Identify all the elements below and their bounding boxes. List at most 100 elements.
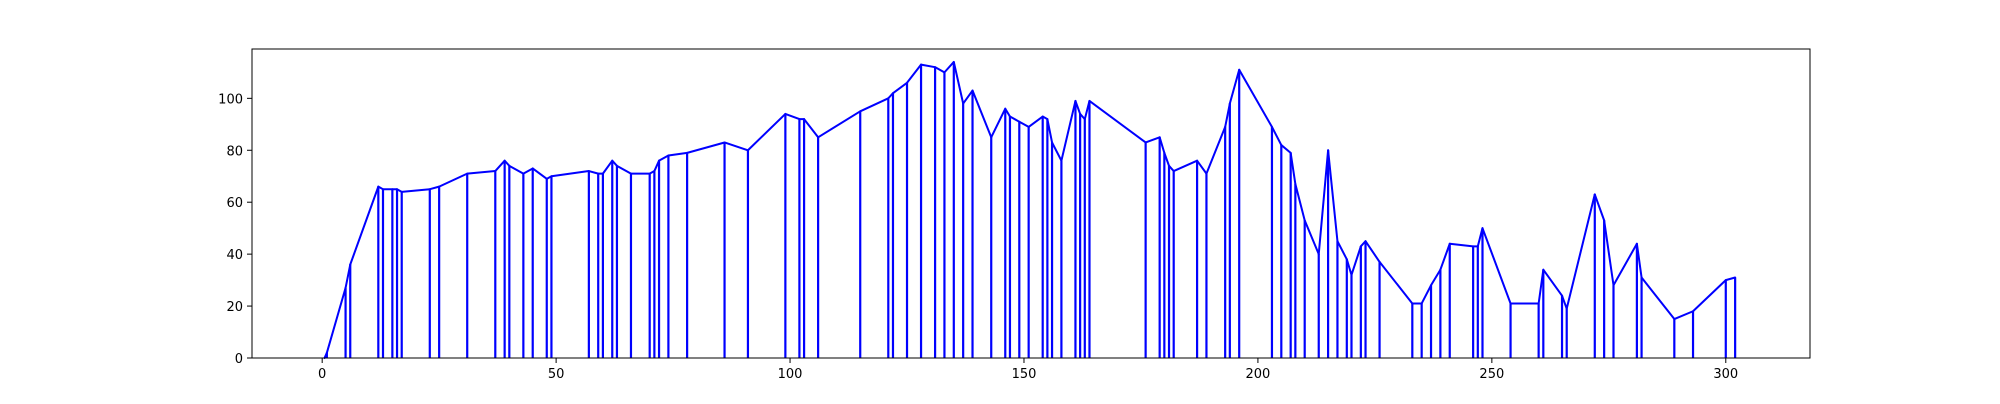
line-segment-13: [503, 159, 511, 167]
y-tick-label: 60: [226, 196, 243, 211]
line-segment-61: [1163, 151, 1171, 167]
line-segment-15: [522, 167, 534, 175]
series-layer: [323, 60, 1737, 359]
line-segment-66: [1224, 102, 1231, 128]
line-segment-40: [920, 63, 937, 69]
line-segment-30: [723, 141, 749, 152]
line-segment-34: [803, 118, 820, 139]
line-segment-41: [934, 66, 946, 74]
y-tick-label: 100: [218, 92, 243, 107]
x-tick-label: 50: [548, 367, 565, 382]
line-segment-64: [1196, 159, 1208, 175]
line-segment-73: [1303, 219, 1320, 256]
line-segment-58: [1088, 99, 1147, 144]
axes-layer: 0 50 100 150 200 250 300 0 20 40 60 80 100: [218, 48, 1811, 382]
line-segment-2: [344, 263, 352, 289]
line-segment-59: [1144, 136, 1161, 144]
line-segment-29: [686, 141, 726, 154]
line-segment-60: [1158, 136, 1166, 154]
line-segment-101: [1692, 279, 1727, 313]
line-segment-72: [1294, 183, 1306, 222]
line-segment-14: [508, 164, 525, 175]
line-segment-52: [1046, 118, 1054, 144]
x-tick-label: 300: [1713, 367, 1738, 382]
line-segment-81: [1378, 260, 1414, 305]
line-segment-39: [906, 63, 923, 84]
line-segment-38: [891, 81, 909, 95]
line-segment-92: [1542, 268, 1564, 297]
line-segment-57: [1083, 99, 1091, 121]
line-segment-80: [1364, 240, 1381, 263]
line-segment-19: [587, 170, 600, 175]
line-segment-12: [494, 159, 506, 173]
line-segment-100: [1673, 310, 1695, 321]
line-segment-43: [952, 60, 965, 105]
line-segment-68: [1238, 68, 1273, 128]
line-segment-85: [1439, 242, 1451, 271]
line-segment-55: [1074, 99, 1082, 115]
y-tick-label: 40: [226, 248, 243, 263]
line-segment-46: [990, 107, 1007, 139]
line-segment-89: [1481, 227, 1512, 305]
x-tick-label: 0: [318, 367, 326, 382]
line-segment-86: [1448, 242, 1475, 248]
line-segment-35: [817, 110, 862, 139]
line-segment-75: [1327, 149, 1339, 243]
plot-frame: [251, 48, 1811, 359]
line-segment-62: [1168, 164, 1175, 173]
line-segment-45: [971, 89, 993, 139]
line-segment-44: [962, 89, 974, 105]
line-segment-42: [943, 60, 955, 74]
line-segment-28: [667, 151, 689, 157]
line-segment-3: [349, 185, 380, 266]
y-tick-label: 0: [235, 352, 243, 367]
line-segment-74: [1317, 149, 1330, 256]
x-tick-label: 100: [778, 367, 803, 382]
line-segment-50: [1027, 115, 1044, 128]
line-segment-84: [1430, 268, 1442, 287]
y-tick-label: 20: [226, 300, 243, 315]
line-segment-53: [1051, 141, 1063, 162]
line-segment-21: [601, 159, 614, 175]
line-segment-83: [1420, 284, 1433, 305]
line-segment-63: [1172, 159, 1199, 173]
line-segment-79: [1359, 240, 1367, 248]
line-segment-48: [1008, 115, 1021, 123]
line-segment-37: [887, 92, 894, 100]
line-segment-1: [325, 286, 347, 354]
line-segment-65: [1205, 125, 1227, 175]
line-segment-9: [428, 185, 441, 191]
line-segment-32: [784, 112, 801, 121]
line-segment-49: [1018, 120, 1030, 128]
line-segment-11: [466, 170, 497, 175]
line-segment-27: [658, 154, 670, 162]
line-segment-31: [746, 112, 787, 152]
x-tick-label: 250: [1479, 367, 1504, 382]
line-segment-98: [1635, 242, 1643, 279]
line-segment-70: [1280, 144, 1292, 154]
line-segment-99: [1640, 276, 1676, 321]
stems-layer: [325, 61, 1737, 358]
line-segment-95: [1593, 193, 1606, 222]
line-segment-77: [1345, 258, 1353, 276]
line-segment-23: [615, 164, 632, 175]
x-tick-label: 150: [1012, 367, 1037, 382]
line-segment-94: [1565, 193, 1596, 310]
line-segment-69: [1270, 125, 1283, 147]
line-segment-97: [1612, 242, 1638, 287]
line-segment-67: [1228, 68, 1241, 105]
line-segment-88: [1476, 227, 1484, 248]
y-tick-label: 80: [226, 144, 243, 159]
line-segment-91: [1537, 268, 1545, 305]
x-tick-label: 200: [1246, 367, 1271, 382]
line-segment-71: [1289, 151, 1297, 186]
line-segment-10: [438, 172, 469, 188]
line-segment-78: [1350, 245, 1362, 276]
line-segment-26: [653, 159, 661, 173]
line-segment-16: [531, 167, 548, 180]
line-segment-18: [550, 170, 590, 178]
line-segment-47: [1004, 107, 1011, 118]
line-segment-36: [859, 97, 890, 113]
